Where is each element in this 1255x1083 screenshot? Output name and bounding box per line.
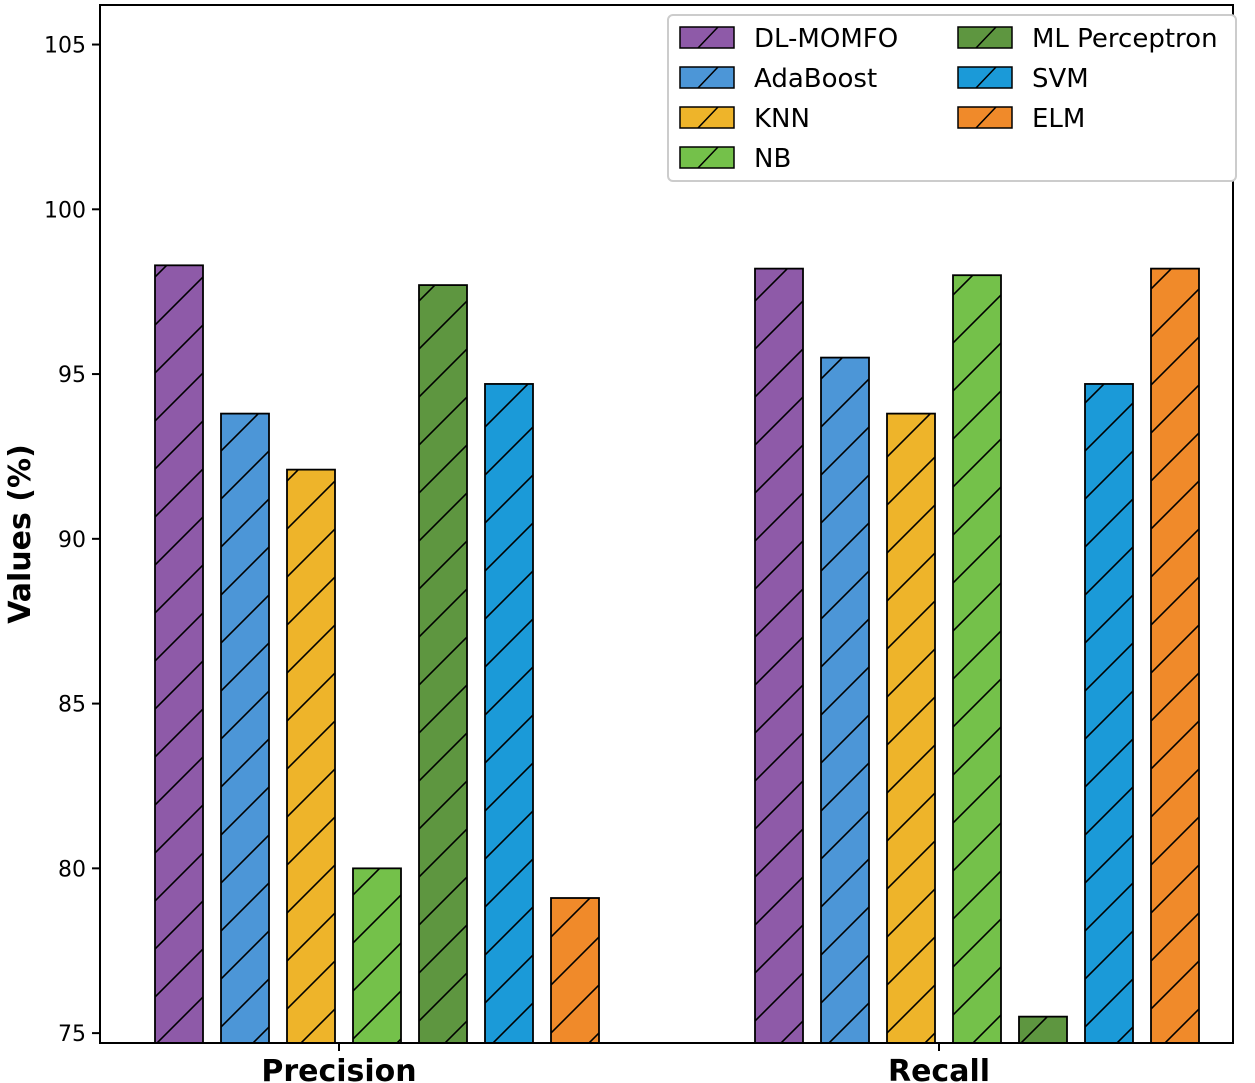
x-tick-label-precision: Precision xyxy=(261,1054,416,1083)
legend: DL-MOMFO AdaBoost KNN NB ML Perceptron SVM ELM xyxy=(667,14,1237,182)
legend-item-svm: SVM xyxy=(957,64,1089,94)
bar-dl-momfo-precision xyxy=(154,264,204,1044)
legend-label: SVM xyxy=(1032,64,1089,94)
y-tick-label: 85 xyxy=(58,693,86,718)
legend-label: KNN xyxy=(754,104,810,134)
legend-item-adaboost: AdaBoost xyxy=(679,64,877,94)
bar-nb-recall xyxy=(952,274,1002,1044)
plot-frame xyxy=(99,4,1234,1044)
y-tick-label: 100 xyxy=(44,198,86,223)
legend-item-dl-momfo: DL-MOMFO xyxy=(679,24,898,54)
legend-hatch-mark xyxy=(697,66,719,89)
bar-elm-precision xyxy=(550,897,600,1044)
y-tick-label: 105 xyxy=(44,34,86,59)
bar-knn-recall xyxy=(886,412,936,1044)
bar-dl-momfo-recall xyxy=(754,267,804,1044)
legend-box xyxy=(667,14,1237,182)
x-axis: Precision Recall xyxy=(261,1043,990,1083)
bar-nb-precision xyxy=(352,867,402,1044)
legend-item-elm: ELM xyxy=(957,104,1085,134)
bar-adaboost-recall xyxy=(820,356,870,1044)
legend-hatch-mark xyxy=(697,146,719,169)
y-axis: 75 80 85 90 95 100 105 xyxy=(44,34,100,1047)
bar-ml-perceptron-precision xyxy=(418,284,468,1044)
bar-svm-recall xyxy=(1084,383,1134,1044)
legend-hatch-mark xyxy=(975,106,997,129)
legend-label: NB xyxy=(754,144,791,174)
legend-hatch-mark xyxy=(697,26,719,49)
y-tick-label: 90 xyxy=(58,528,86,553)
bar-elm-recall xyxy=(1150,267,1200,1044)
legend-item-ml-perceptron: ML Perceptron xyxy=(957,24,1218,54)
legend-label: ELM xyxy=(1032,104,1085,134)
legend-hatch-mark xyxy=(975,66,997,89)
bar-knn-precision xyxy=(286,468,336,1044)
y-axis-title: Values (%) xyxy=(3,444,38,624)
legend-hatch-mark xyxy=(975,26,997,49)
y-tick-label: 80 xyxy=(58,857,86,882)
bars-group xyxy=(154,264,1200,1044)
bar-adaboost-precision xyxy=(220,412,270,1044)
bar-ml-perceptron-recall xyxy=(1018,1015,1068,1044)
legend-label: DL-MOMFO xyxy=(754,24,898,54)
y-tick-label: 95 xyxy=(58,363,86,388)
y-tick-label: 75 xyxy=(58,1022,86,1047)
legend-label: AdaBoost xyxy=(754,64,877,94)
legend-item-nb: NB xyxy=(679,144,791,174)
legend-label: ML Perceptron xyxy=(1032,24,1218,54)
x-tick-label-recall: Recall xyxy=(888,1054,990,1083)
legend-hatch-mark xyxy=(697,106,719,129)
bar-svm-precision xyxy=(484,383,534,1044)
legend-item-knn: KNN xyxy=(679,104,810,134)
